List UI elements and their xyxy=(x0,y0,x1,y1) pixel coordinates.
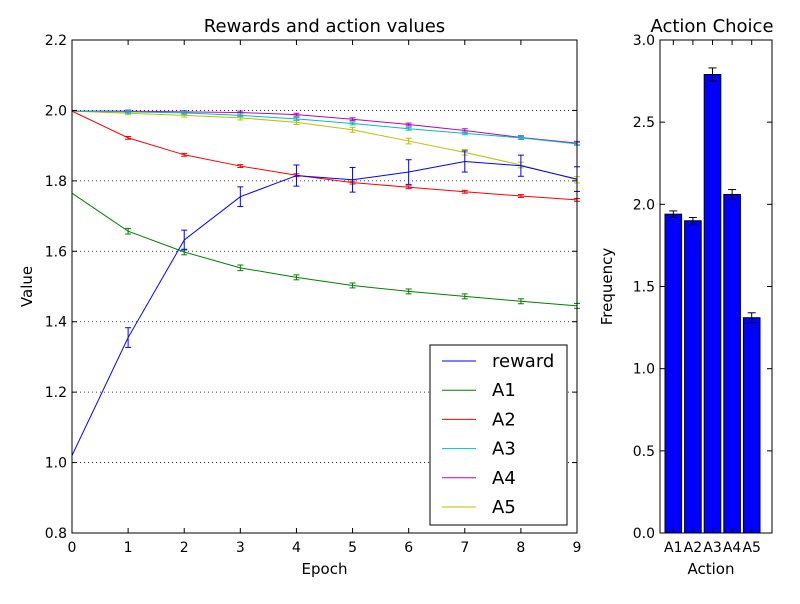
legend-label-reward: reward xyxy=(492,351,554,372)
y-tick-label: 1.4 xyxy=(45,315,67,331)
series-line-A4 xyxy=(72,110,578,144)
y-tick-label: 1.0 xyxy=(45,456,67,472)
line-chart-axes-border xyxy=(71,39,578,534)
legend-label-A2: A2 xyxy=(492,409,516,430)
y-tick-label: 0.8 xyxy=(45,526,67,542)
y-tick-label: 2.2 xyxy=(45,33,67,49)
series-line-A3 xyxy=(71,110,578,145)
bar-A1 xyxy=(664,213,683,534)
bar-chart-title: Action Choice xyxy=(650,16,773,37)
line-chart-ylabel: Value xyxy=(18,266,36,307)
bar-A2 xyxy=(684,220,702,534)
y-tick-label: 2.0 xyxy=(45,103,67,119)
x-tick-label: 1 xyxy=(124,540,133,556)
legend-label-A5: A5 xyxy=(492,497,516,518)
series-line-A1 xyxy=(71,192,578,307)
y-tick-label: 1.6 xyxy=(45,244,67,260)
bar-y-tick-label: 1.0 xyxy=(633,362,655,378)
bar-A3 xyxy=(703,74,722,534)
x-tick-label: 0 xyxy=(68,540,77,556)
bar-y-tick-label: 2.5 xyxy=(633,115,655,131)
y-tick-label: 1.8 xyxy=(45,174,67,190)
x-tick-label: 5 xyxy=(348,540,357,556)
bar-chart-ylabel: Frequency xyxy=(598,248,616,326)
x-tick-label: 2 xyxy=(180,540,189,556)
x-tick-label: 7 xyxy=(460,540,469,556)
bar-y-tick-label: 3.0 xyxy=(633,33,655,49)
line-chart-title: Rewards and action values xyxy=(204,16,445,37)
x-tick-label: 3 xyxy=(236,540,245,556)
bar-y-tick-label: 0.5 xyxy=(633,444,655,460)
line-chart: 0.8 1.0 1.2 1.4 1.6 1.8 2.0 2.2 0 1 2 3 4 5 6 7 8 9 Rewar… xyxy=(18,16,581,578)
bar-y-tick-label: 2.0 xyxy=(633,197,655,213)
x-tick-label: 9 xyxy=(573,540,582,556)
legend-label-A4: A4 xyxy=(492,468,516,489)
bar-y-tick-label: 1.5 xyxy=(633,280,655,296)
bar-y-tick-label: 0.0 xyxy=(633,526,655,542)
series-line-A5 xyxy=(71,110,578,181)
bar-A4 xyxy=(723,193,741,534)
series-line-A2 xyxy=(71,110,578,201)
bar-chart: 0.0 0.5 1.0 1.5 2.0 2.5 3.0 A1 A2 A3 A4 A5 Action C… xyxy=(598,16,774,578)
line-chart-ticks: 0.8 1.0 1.2 1.4 1.6 1.8 2.0 2.2 0 1 2 3 4 5 6 7 8 9 xyxy=(45,33,582,556)
bar-x-tick-label: A2 xyxy=(684,540,702,556)
legend-box xyxy=(429,344,568,526)
series-line-reward xyxy=(71,160,578,456)
legend-label-A3: A3 xyxy=(492,439,516,460)
x-tick-label: 8 xyxy=(516,540,525,556)
line-chart-legend: reward A1 A2 A3 A4 A5 xyxy=(429,344,568,526)
bar-x-tick-label: A4 xyxy=(723,540,742,556)
bar-x-tick-label: A5 xyxy=(742,540,760,556)
x-tick-label: 6 xyxy=(404,540,413,556)
x-tick-label: 4 xyxy=(292,540,301,556)
line-chart-xlabel: Epoch xyxy=(302,560,348,578)
line-chart-gridlines xyxy=(72,110,577,463)
series-A3 xyxy=(71,109,580,146)
bar-x-tick-label: A3 xyxy=(703,540,721,556)
bar-chart-xlabel: Action xyxy=(688,560,735,578)
legend-label-A1: A1 xyxy=(492,380,516,401)
bar-x-tick-label: A1 xyxy=(664,540,682,556)
bar-chart-ticks: 0.0 0.5 1.0 1.5 2.0 2.5 3.0 A1 A2 A3 A4 A5 xyxy=(633,33,772,556)
bar-A5 xyxy=(742,317,761,534)
y-tick-label: 1.2 xyxy=(45,385,67,401)
